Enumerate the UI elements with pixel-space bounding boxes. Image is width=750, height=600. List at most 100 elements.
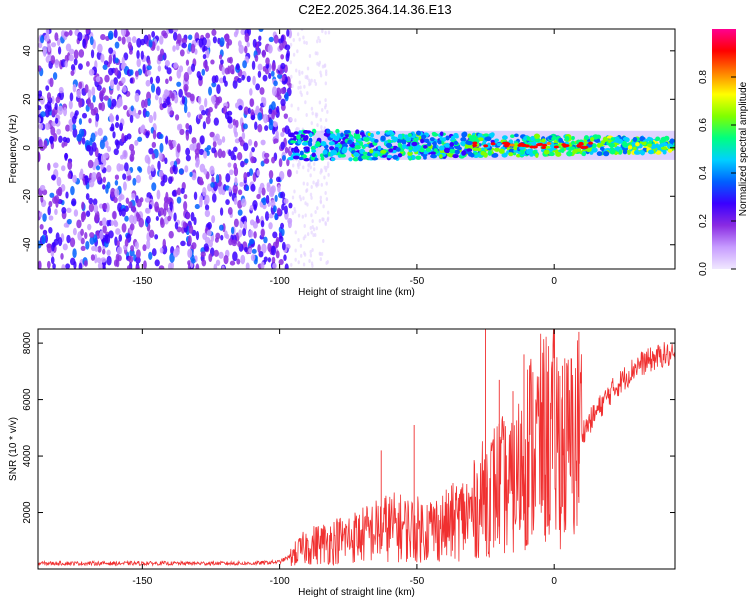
noise-cell xyxy=(97,152,101,163)
band-cell xyxy=(590,143,597,149)
fade-cell xyxy=(294,118,297,123)
band-cell xyxy=(450,135,456,141)
noise-cell xyxy=(136,50,140,59)
fade-cell xyxy=(299,243,303,248)
peak-cell xyxy=(509,143,515,147)
noise-cell xyxy=(216,84,221,95)
noise-cell xyxy=(184,165,189,173)
noise-cell xyxy=(85,193,90,201)
noise-cell xyxy=(185,154,191,162)
noise-cell xyxy=(65,191,69,199)
noise-cell xyxy=(271,256,276,264)
noise-cell xyxy=(70,185,75,196)
band-cell xyxy=(343,134,350,138)
noise-cell xyxy=(64,31,70,37)
noise-cell xyxy=(49,77,54,88)
fade-cell xyxy=(303,223,306,228)
noise-cell xyxy=(261,49,266,58)
noise-cell xyxy=(242,123,248,130)
noise-cell xyxy=(257,63,263,71)
fade-cell xyxy=(299,90,302,95)
noise-cell xyxy=(52,72,58,80)
noise-cell xyxy=(266,184,271,192)
x-tick-label: 0 xyxy=(551,576,557,587)
noise-cell xyxy=(80,245,86,252)
band-cell xyxy=(335,128,340,134)
noise-cell xyxy=(286,29,290,37)
noise-cell xyxy=(56,176,62,187)
fade-cell xyxy=(317,62,321,67)
band-cell xyxy=(392,154,399,160)
band-cell xyxy=(374,139,379,143)
noise-cell xyxy=(82,38,87,49)
noise-cell xyxy=(46,101,52,110)
noise-cell xyxy=(176,143,181,153)
noise-cell xyxy=(40,35,45,44)
noise-cell xyxy=(201,37,207,46)
noise-cell xyxy=(51,174,56,181)
noise-cell xyxy=(78,98,83,108)
band-cell xyxy=(445,135,450,141)
noise-cell xyxy=(185,122,190,130)
noise-cell xyxy=(129,69,134,76)
fade-cell xyxy=(319,252,322,257)
noise-cell xyxy=(284,92,289,102)
noise-cell xyxy=(38,152,41,162)
noise-cell xyxy=(269,119,274,126)
noise-cell xyxy=(206,145,212,151)
noise-cell xyxy=(221,189,226,196)
band-cell xyxy=(369,148,374,154)
band-cell xyxy=(363,143,369,148)
noise-cell xyxy=(83,260,88,267)
noise-cell xyxy=(102,264,106,269)
noise-cell xyxy=(127,41,133,50)
y-tick-label: -40 xyxy=(22,237,33,252)
band-cell xyxy=(307,141,313,147)
noise-cell xyxy=(94,246,99,252)
band-cell xyxy=(359,131,365,136)
noise-cell xyxy=(210,59,215,65)
noise-cell xyxy=(104,140,109,149)
fade-cell xyxy=(289,117,293,122)
noise-cell xyxy=(202,187,207,197)
noise-cell xyxy=(194,48,198,55)
noise-cell xyxy=(198,180,204,186)
fade-cell xyxy=(311,248,314,253)
noise-cell xyxy=(116,83,120,92)
band-cell xyxy=(439,131,444,137)
band-cell xyxy=(413,137,418,142)
band-cell xyxy=(333,136,339,140)
noise-cell xyxy=(278,158,283,168)
noise-cell xyxy=(42,229,48,236)
band-cell xyxy=(572,148,578,154)
band-cell xyxy=(396,138,403,144)
noise-cell xyxy=(234,131,239,138)
band-cell xyxy=(610,137,616,141)
fade-cell xyxy=(320,168,323,173)
noise-cell xyxy=(108,230,114,239)
noise-cell xyxy=(253,231,257,239)
fade-cell xyxy=(302,196,305,201)
noise-cell xyxy=(66,207,72,214)
noise-cell xyxy=(151,153,156,160)
noise-cell xyxy=(232,184,238,194)
band-cell xyxy=(514,133,519,138)
fade-cell xyxy=(302,165,305,170)
band-cell xyxy=(422,144,428,149)
fade-cell xyxy=(289,42,293,47)
fade-cell xyxy=(303,40,306,45)
noise-cell xyxy=(69,123,73,132)
noise-cell xyxy=(176,33,182,44)
noise-cell xyxy=(78,118,83,125)
noise-cell xyxy=(124,238,129,247)
noise-cell xyxy=(144,154,150,164)
noise-cell xyxy=(171,92,175,102)
noise-cell xyxy=(113,29,118,39)
y-tick-label: 8000 xyxy=(22,332,33,355)
noise-cell xyxy=(128,255,134,264)
band-cell xyxy=(288,132,295,138)
noise-cell xyxy=(178,168,184,175)
band-cell xyxy=(627,145,633,150)
noise-cell xyxy=(114,188,120,198)
fade-cell xyxy=(294,248,297,253)
